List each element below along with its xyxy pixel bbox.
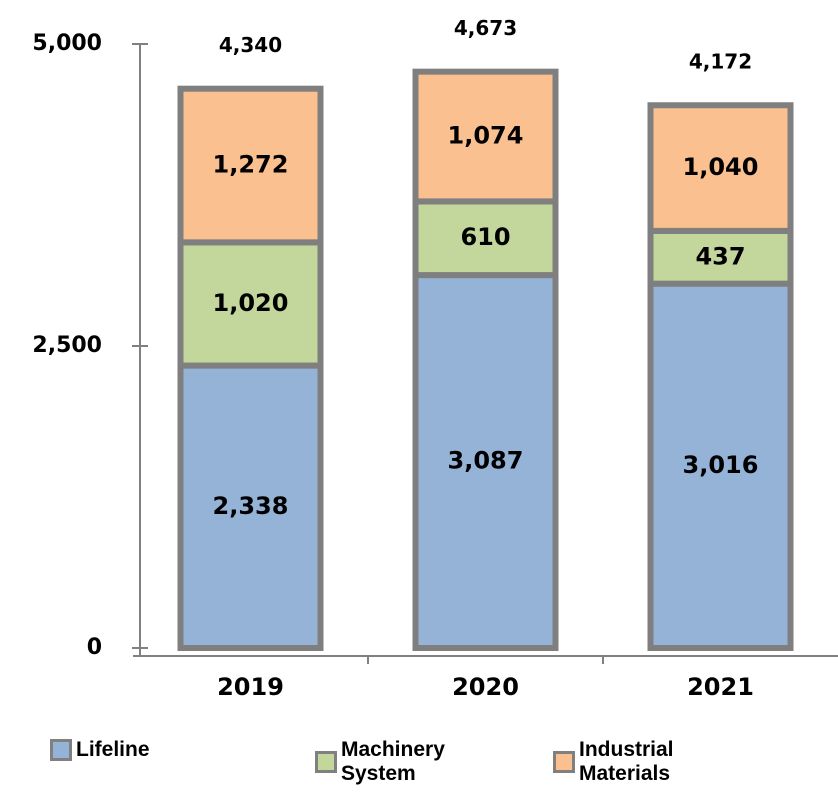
data-label: 1,040 [683, 153, 759, 181]
y-tick-label: 5,000 [32, 31, 102, 56]
legend-swatch [553, 751, 575, 773]
total-label: 4,172 [689, 50, 752, 74]
bar-segment [647, 280, 794, 651]
data-label: 3,087 [448, 447, 524, 475]
data-label: 1,074 [448, 122, 524, 150]
legend-item: Machinery System [315, 738, 461, 786]
y-tick-label: 0 [87, 635, 102, 660]
x-tick-label: 2019 [217, 673, 284, 701]
bar-segment [177, 85, 324, 246]
bar-segment [647, 102, 794, 234]
bar-segment [412, 198, 559, 279]
data-label: 1,272 [213, 151, 289, 179]
x-tick-label: 2021 [687, 673, 754, 701]
bar-segment [412, 68, 559, 205]
total-label: 4,673 [454, 16, 517, 40]
legend-item: Lifeline [50, 738, 196, 762]
data-label: 1,020 [213, 289, 289, 317]
data-label: 3,016 [683, 451, 759, 479]
chart: 0 2,500 5,000 2019 2,338 1,020 1,272 4,340 2020 3… [32, 16, 838, 701]
legend-swatch [315, 751, 337, 773]
data-label: 437 [695, 242, 745, 270]
data-label: 610 [460, 223, 510, 251]
data-label: 2,338 [213, 492, 289, 520]
y-tick-label: 2,500 [32, 333, 102, 358]
legend-label: Industrial Materials [579, 738, 674, 785]
bar-segment [177, 362, 324, 651]
bar-segment [412, 272, 559, 651]
x-tick-label: 2020 [452, 673, 519, 701]
bar-segment [177, 239, 324, 369]
total-label: 4,340 [219, 33, 282, 57]
legend-label: Machinery System [341, 738, 445, 785]
legend-label: Lifeline [76, 738, 150, 761]
legend-swatch [50, 739, 72, 761]
legend-item: Industrial Materials [553, 738, 699, 786]
